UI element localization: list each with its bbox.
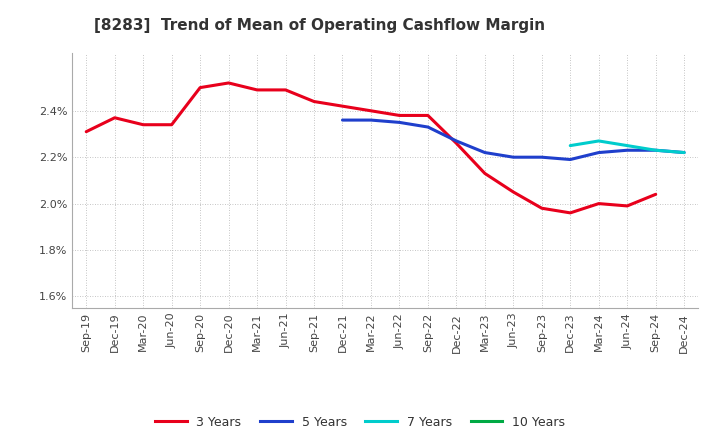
Legend: 3 Years, 5 Years, 7 Years, 10 Years: 3 Years, 5 Years, 7 Years, 10 Years	[150, 411, 570, 434]
Text: [8283]  Trend of Mean of Operating Cashflow Margin: [8283] Trend of Mean of Operating Cashfl…	[94, 18, 545, 33]
